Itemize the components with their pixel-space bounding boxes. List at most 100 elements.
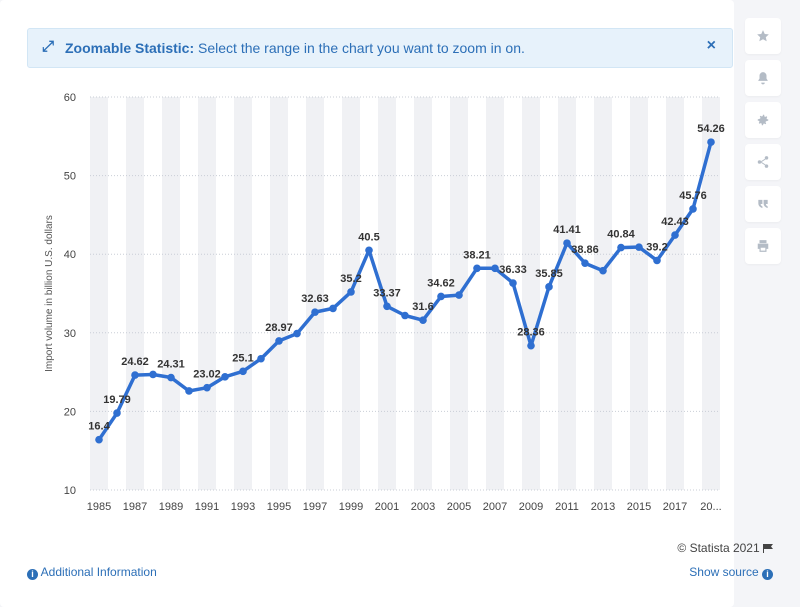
flag-icon	[763, 544, 773, 553]
data-point	[437, 292, 445, 301]
data-point	[311, 308, 319, 316]
data-point	[599, 266, 607, 275]
banner-title: Zoomable Statistic:	[65, 40, 195, 56]
data-point	[455, 291, 463, 299]
y-tick-label: 40	[64, 249, 76, 261]
share-button[interactable]	[745, 144, 781, 180]
data-point	[383, 302, 391, 311]
close-icon[interactable]: ×	[706, 37, 716, 54]
data-point	[203, 383, 211, 392]
y-tick-label: 20	[64, 406, 76, 418]
data-label: 32.63	[301, 293, 329, 305]
line-chart[interactable]: 10 20 30 40 50 60 1985 1987 1989 1991 1993 1995 1997…	[0, 0, 740, 530]
data-point	[707, 138, 715, 146]
data-label: 34.62	[427, 277, 455, 289]
data-label: 45.76	[679, 190, 707, 202]
print-icon	[757, 240, 769, 252]
data-label: 41.41	[553, 224, 581, 236]
x-tick-label: 1997	[303, 501, 327, 513]
data-point	[257, 354, 265, 363]
data-label: 24.31	[157, 359, 185, 371]
data-label: 38.86	[571, 244, 599, 256]
data-point	[635, 243, 643, 251]
x-tick-label: 2011	[555, 501, 579, 513]
grid-band	[486, 97, 504, 490]
series-line	[97, 140, 713, 442]
data-point	[185, 387, 193, 395]
zoom-banner: ⤢ Zoomable Statistic: Select the range i…	[27, 28, 733, 68]
data-point	[149, 370, 157, 379]
x-tick-label: 1985	[87, 501, 111, 513]
data-point	[239, 367, 247, 376]
data-point	[275, 337, 283, 345]
print-button[interactable]	[745, 228, 781, 264]
data-label: 19.79	[103, 394, 131, 406]
favorite-button[interactable]	[745, 18, 781, 54]
show-source-label: Show source	[689, 565, 759, 579]
data-label: 33.37	[373, 287, 401, 299]
data-label: 40.5	[358, 231, 379, 243]
copyright: © Statista 2021	[677, 541, 773, 555]
grid-band	[270, 97, 288, 490]
grid-band	[306, 97, 324, 490]
y-axis-title: Import volume in billion U.S. dollars	[44, 215, 55, 372]
banner-text: Zoomable Statistic: Select the range in …	[65, 40, 525, 56]
data-point	[527, 341, 535, 350]
data-point	[545, 283, 553, 291]
data-label: 38.21	[463, 249, 491, 261]
y-tick-label: 10	[64, 485, 76, 497]
y-tick-label: 60	[64, 92, 76, 104]
data-label: 42.43	[661, 216, 689, 228]
data-point	[329, 304, 337, 313]
gear-icon	[757, 114, 769, 126]
info-icon: i	[762, 569, 773, 580]
grid-band	[414, 97, 432, 490]
additional-information-link[interactable]: i Additional Information	[27, 565, 157, 580]
banner-message: Select the range in the chart you want t…	[194, 40, 525, 56]
data-point	[491, 264, 499, 273]
x-tick-label: 1993	[231, 501, 255, 513]
data-point	[221, 373, 229, 381]
expand-icon: ⤢	[42, 38, 55, 55]
grid-band	[522, 97, 540, 490]
data-point	[509, 279, 517, 287]
grid-band	[234, 97, 252, 490]
x-tick-label: 2009	[519, 501, 543, 513]
cite-button[interactable]	[745, 186, 781, 222]
data-label: 28.97	[265, 322, 293, 334]
y-tick-label: 30	[64, 328, 76, 340]
x-tick-label: 2001	[375, 501, 399, 513]
grid-band	[90, 97, 108, 490]
data-point	[113, 409, 121, 417]
data-point	[419, 316, 427, 325]
data-label: 54.26	[697, 123, 725, 135]
x-tick-label: 1989	[159, 501, 183, 513]
data-point	[581, 259, 589, 267]
data-label: 25.1	[232, 352, 253, 364]
bell-icon	[758, 72, 768, 85]
grid-band	[126, 97, 144, 490]
data-label: 16.4	[88, 421, 110, 433]
grid-band	[198, 97, 216, 490]
data-point	[401, 311, 409, 320]
notification-button[interactable]	[745, 60, 781, 96]
grid-band	[702, 97, 720, 490]
x-tick-label: 2013	[591, 501, 615, 513]
settings-button[interactable]	[745, 102, 781, 138]
data-point	[563, 239, 571, 247]
quote-icon	[758, 199, 768, 209]
data-label: 35.85	[535, 268, 563, 280]
copyright-text: © Statista 2021	[677, 541, 760, 555]
data-label: 40.84	[607, 229, 635, 241]
data-point	[689, 205, 697, 213]
data-point	[617, 243, 625, 252]
data-point	[131, 371, 139, 379]
x-tick-label: 1999	[339, 501, 363, 513]
data-point	[473, 264, 481, 273]
grid-band	[630, 97, 648, 490]
data-point	[671, 231, 679, 239]
data-label: 24.62	[121, 356, 149, 368]
share-icon	[757, 156, 769, 168]
show-source-link[interactable]: Show source i	[689, 565, 773, 580]
data-label: 35.2	[340, 273, 361, 285]
